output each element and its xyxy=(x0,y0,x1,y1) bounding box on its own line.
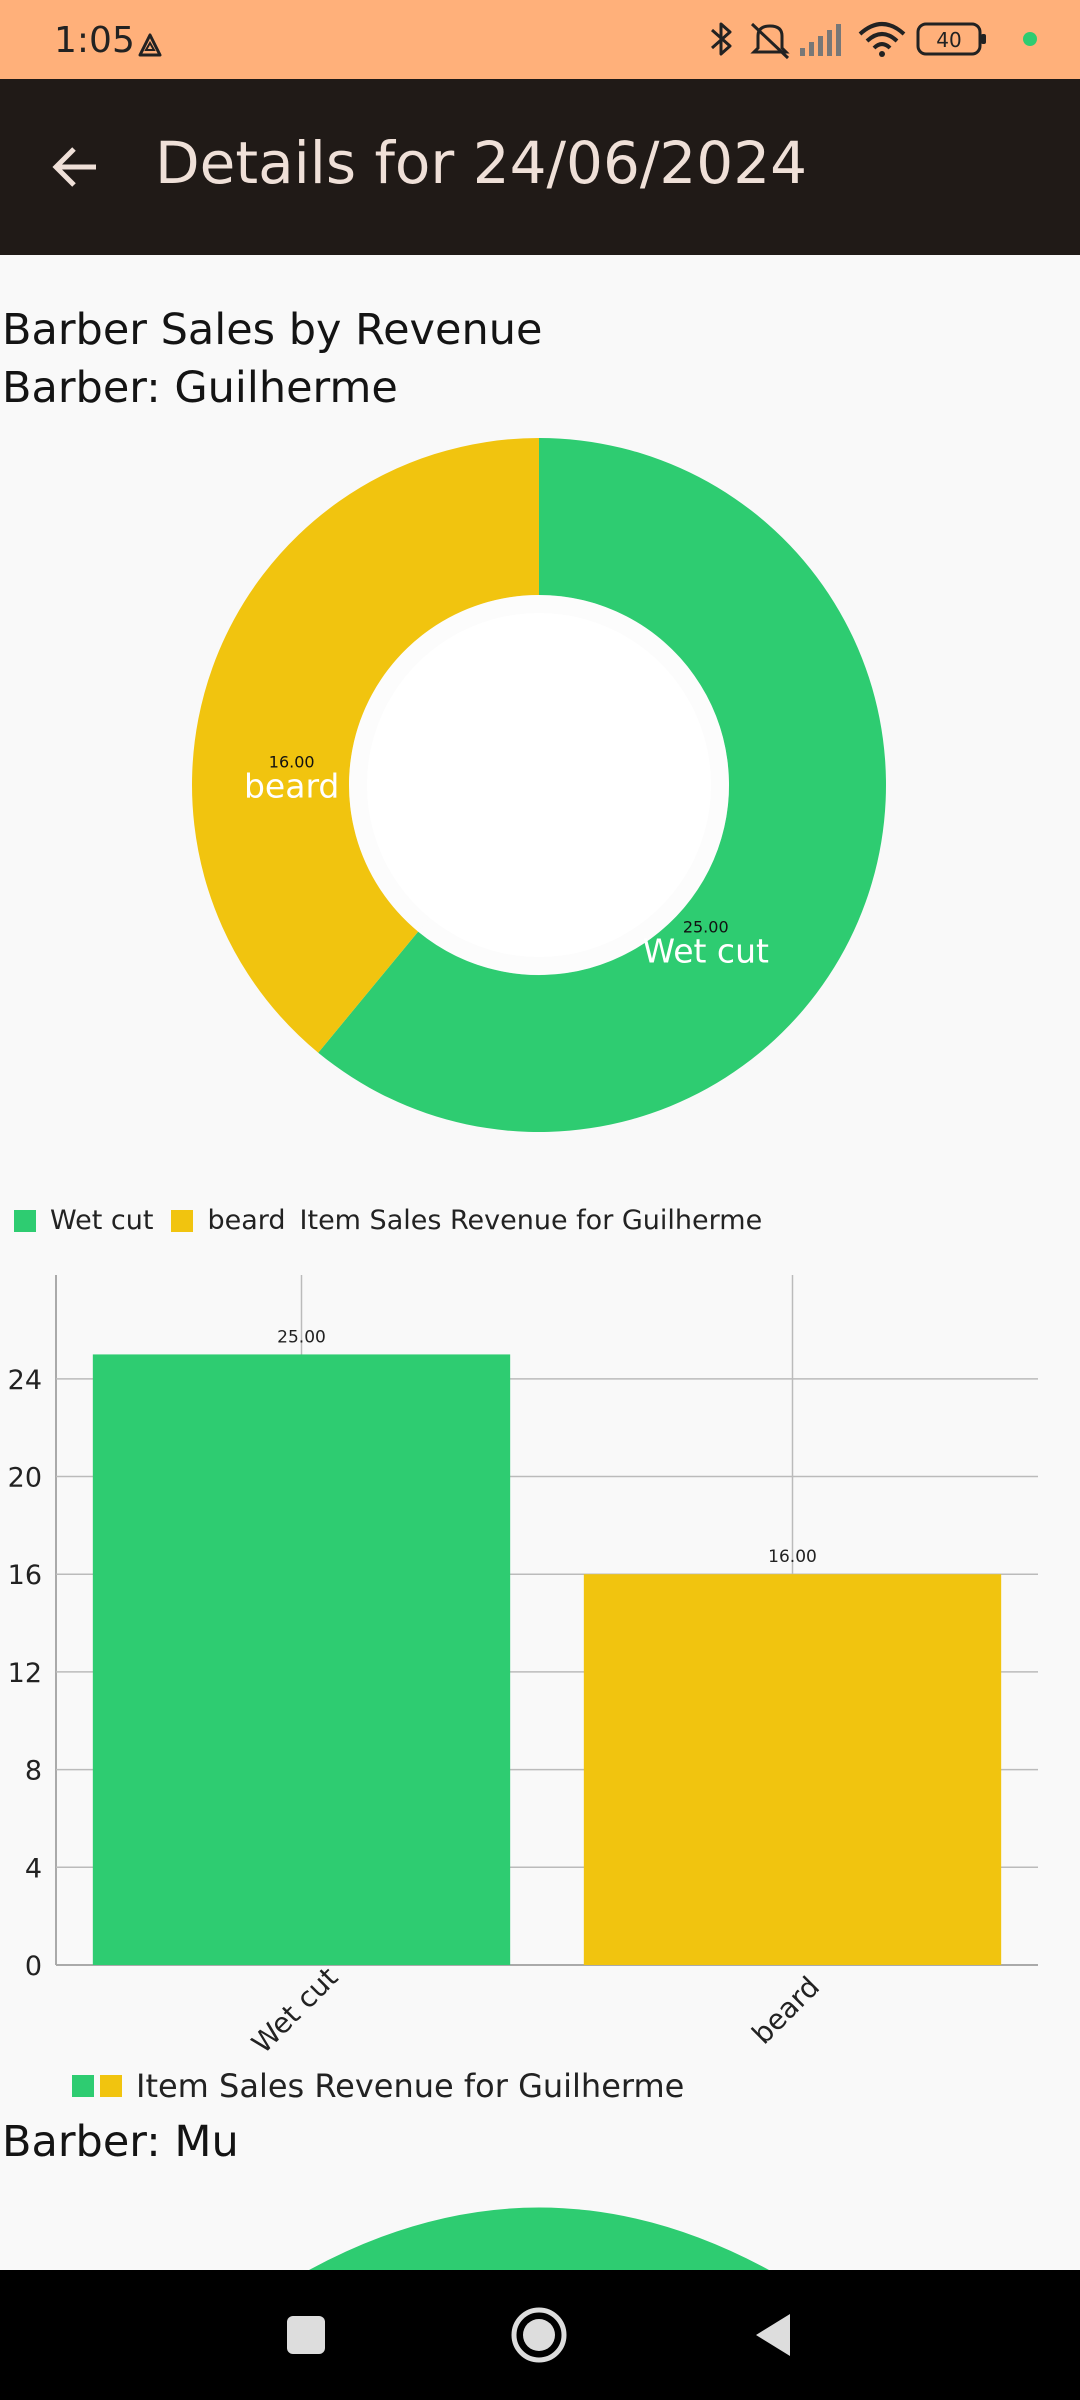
battery-icon: 40 xyxy=(916,22,986,56)
donut-slice-label-1: beard xyxy=(244,766,339,805)
navigation-bar xyxy=(0,2270,1080,2400)
legend-label-wet-cut: Wet cut xyxy=(50,1205,154,1236)
y-tick-label-20: 20 xyxy=(8,1463,42,1494)
green-dot-icon xyxy=(1023,32,1037,46)
y-tick-label-8: 8 xyxy=(25,1756,42,1787)
home-button[interactable] xyxy=(484,2290,594,2380)
donut-inner-ring-1 xyxy=(349,595,540,932)
bar-legend-swatch-yellow xyxy=(100,2075,122,2097)
donut-value-label-1: 16.00 xyxy=(269,752,315,771)
bar-bars xyxy=(92,1354,1002,1965)
page-title: Details for 24/06/2024 xyxy=(155,129,807,197)
bar-wet-cut xyxy=(92,1354,511,1965)
legend-swatch-beard xyxy=(171,1209,194,1232)
y-tick-label-4: 4 xyxy=(25,1853,42,1884)
report-heading: Barber Sales by Revenue xyxy=(2,305,543,355)
recents-button[interactable] xyxy=(251,2290,361,2380)
donut-hole xyxy=(367,613,711,957)
status-left-icons xyxy=(138,33,162,57)
x-tick-label-0: Wet cut xyxy=(245,1961,344,2060)
barber-name-guilherme: Barber: Guilherme xyxy=(2,363,398,413)
y-tick-label-0: 0 xyxy=(25,1951,42,1982)
donut-slices xyxy=(192,438,887,1132)
donut-slice-beard xyxy=(192,438,539,1053)
status-right-icons: 40 xyxy=(711,22,1037,60)
app-bar: Details for 24/06/2024 xyxy=(0,79,1080,255)
donut-slice-label-0: Wet cut xyxy=(643,932,769,971)
y-tick-label-12: 12 xyxy=(8,1658,42,1689)
bar-value-label-0: 25.00 xyxy=(277,1327,326,1347)
y-tick-label-24: 24 xyxy=(8,1365,42,1396)
legend-swatch-wet-cut xyxy=(14,1209,36,1232)
donut-legend: Wet cut beard Item Sales Revenue for Gui… xyxy=(14,1205,762,1236)
mute-icon xyxy=(750,22,790,60)
signal-icon xyxy=(800,24,841,56)
square-icon xyxy=(287,2316,325,2354)
donut-inner-ring-0 xyxy=(418,595,729,975)
status-bar: 1:05 xyxy=(0,0,1080,79)
donut-description: Item Sales Revenue for Guilherme xyxy=(299,1205,763,1236)
x-tick-label-1: beard xyxy=(745,1970,826,2051)
next-donut-arc xyxy=(309,2207,769,2270)
arrow-left-icon xyxy=(52,147,96,187)
back-button[interactable] xyxy=(30,127,120,207)
back-nav-button[interactable] xyxy=(718,2290,828,2380)
bar-legend-label: Item Sales Revenue for Guilherme xyxy=(136,2067,685,2105)
bar-value-label-1: 16.00 xyxy=(768,1547,817,1567)
next-donut-chart-partial xyxy=(309,2207,769,2270)
bar-legend-swatch-green xyxy=(72,2075,94,2097)
bar-beard xyxy=(583,1574,1002,1965)
y-tick-label-16: 16 xyxy=(8,1560,42,1591)
bluetooth-icon xyxy=(711,22,732,56)
home-circle-icon xyxy=(511,2307,567,2363)
status-time: 1:05 xyxy=(54,20,135,61)
donut-value-label-0: 25.00 xyxy=(683,918,729,937)
battery-level: 40 xyxy=(936,28,961,52)
content-scroll-area[interactable]: Barber Sales by Revenue Barber: Guilherm… xyxy=(0,255,1080,2270)
donut-slice-wet-cut xyxy=(318,438,887,1132)
barber-name-mu: Barber: Mu xyxy=(2,2117,239,2167)
drive-icon xyxy=(138,33,162,57)
back-triangle-icon xyxy=(756,2314,790,2356)
wifi-icon xyxy=(858,22,906,57)
legend-label-beard: beard xyxy=(207,1205,286,1236)
